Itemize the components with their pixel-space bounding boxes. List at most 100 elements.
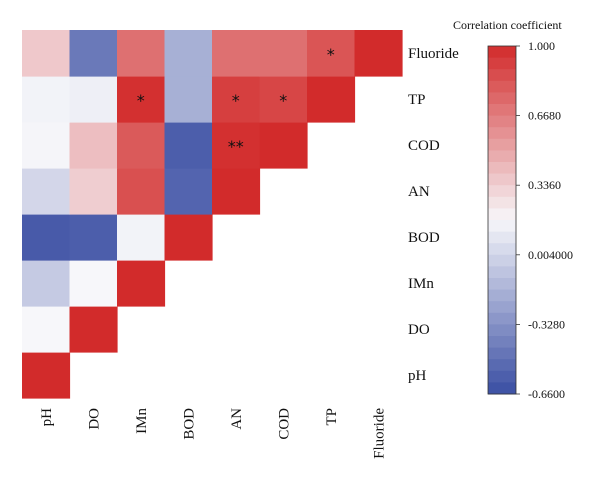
colorbar-segment — [488, 254, 516, 267]
colorbar-segment — [488, 162, 516, 175]
heatmap-cell-cod-an — [212, 122, 261, 169]
heatmap-cell-fluoride-imn — [117, 30, 166, 77]
colorbar-segment — [488, 57, 516, 70]
heatmap-cell-imn-ph — [22, 260, 71, 307]
colorbar-tick-label: 0.3360 — [528, 178, 561, 192]
colorbar-segment — [488, 127, 516, 140]
column-label-bod: BOD — [181, 408, 197, 440]
row-label-cod: COD — [408, 138, 440, 154]
colorbar-segment — [488, 185, 516, 198]
heatmap-cell-cod-do — [69, 122, 118, 169]
heatmap-cell-imn-imn — [117, 260, 166, 307]
colorbar-tick-label: 1.000 — [528, 39, 555, 53]
colorbar-tick-label: 0.004000 — [528, 248, 573, 262]
colorbar-segment — [488, 208, 516, 221]
heatmap-cell-do-do — [69, 306, 118, 353]
heatmap-cell-cod-cod — [259, 122, 308, 169]
colorbar-tick-label: -0.6600 — [528, 387, 565, 401]
colorbar-segment — [488, 301, 516, 314]
heatmap-cell-fluoride-do — [69, 30, 118, 77]
colorbar-segment — [488, 80, 516, 93]
colorbar-segment — [488, 150, 516, 163]
colorbar-segment — [488, 220, 516, 233]
significance-marker: ** — [228, 137, 244, 156]
heatmap-cell-an-bod — [164, 168, 213, 215]
row-label-imn: IMn — [408, 276, 434, 292]
row-label-tp: TP — [408, 92, 426, 108]
significance-marker: * — [137, 91, 145, 110]
colorbar-segment — [488, 231, 516, 244]
colorbar-segment — [488, 104, 516, 117]
column-label-cod: COD — [276, 408, 292, 440]
colorbar-frame — [487, 45, 517, 395]
significance-marker: * — [232, 91, 240, 110]
heatmap-cell-an-do — [69, 168, 118, 215]
row-label-fluoride: Fluoride — [408, 46, 459, 62]
heatmap-cell-fluoride-cod — [259, 30, 308, 77]
heatmap-cell-fluoride-tp — [307, 30, 356, 77]
row-label-an: AN — [408, 184, 430, 200]
heatmap-cell-tp-an — [212, 76, 261, 123]
colorbar-segment — [488, 138, 516, 151]
colorbar-segment — [488, 46, 516, 59]
significance-marker: * — [327, 45, 335, 64]
colorbar-segment — [488, 324, 516, 337]
heatmap-cell-tp-imn — [117, 76, 166, 123]
significance-marker: * — [279, 91, 287, 110]
heatmap-cell-bod-bod — [164, 214, 213, 261]
heatmap-cell-do-ph — [22, 306, 71, 353]
heatmap-cell-cod-imn — [117, 122, 166, 169]
column-label-imn: IMn — [134, 408, 150, 434]
heatmap-cell-fluoride-ph — [22, 30, 71, 77]
heatmap-cell-tp-ph — [22, 76, 71, 123]
colorbar-segment — [488, 173, 516, 186]
significance-markers: * ***** — [137, 45, 335, 156]
heatmap-cell-ph-ph — [22, 352, 71, 399]
heatmap-cell-tp-do — [69, 76, 118, 123]
colorbar-segment — [488, 69, 516, 82]
colorbar-segment — [488, 243, 516, 256]
heatmap-cell-fluoride-an — [212, 30, 261, 77]
heatmap-cell-an-an — [212, 168, 261, 215]
heatmap-cell-tp-bod — [164, 76, 213, 123]
column-label-tp: TP — [324, 408, 340, 426]
heatmap-cell-imn-do — [69, 260, 118, 307]
colorbar-segment — [488, 347, 516, 360]
heatmap-cell-tp-tp — [307, 76, 356, 123]
row-label-bod: BOD — [408, 230, 440, 246]
colorbar-segment — [488, 266, 516, 279]
heatmap-cells — [22, 30, 403, 399]
column-label-fluoride: Fluoride — [371, 408, 387, 459]
column-label-an: AN — [229, 408, 245, 430]
colorbar-segment — [488, 196, 516, 209]
heatmap-cell-fluoride-bod — [164, 30, 213, 77]
column-labels: pH DO IMn BOD AN COD TP Fluoride — [39, 408, 388, 459]
column-label-ph: pH — [39, 408, 55, 427]
colorbar-tick-label: 0.6680 — [528, 109, 561, 123]
colorbar-segment — [488, 92, 516, 105]
row-labels: pH DO IMn BOD AN COD TP Fluoride — [408, 46, 459, 384]
row-label-do: DO — [408, 322, 430, 338]
colorbar-segment — [488, 289, 516, 302]
colorbar-segment — [488, 359, 516, 372]
colorbar-segment — [488, 382, 516, 395]
heatmap-cell-tp-cod — [259, 76, 308, 123]
heatmap-cell-fluoride-fluoride — [354, 30, 403, 77]
colorbar-segment — [488, 370, 516, 383]
colorbar-tick-label: -0.3280 — [528, 317, 565, 331]
heatmap-cell-cod-bod — [164, 122, 213, 169]
heatmap-cell-bod-imn — [117, 214, 166, 261]
colorbar-segment — [488, 278, 516, 291]
column-label-do: DO — [86, 408, 102, 430]
colorbar-segment — [488, 312, 516, 325]
heatmap-cell-an-imn — [117, 168, 166, 215]
colorbar-title: Correlation coefficient — [453, 18, 562, 32]
heatmap-cell-an-ph — [22, 168, 71, 215]
heatmap-cell-cod-ph — [22, 122, 71, 169]
heatmap-cell-bod-ph — [22, 214, 71, 261]
row-label-ph: pH — [408, 368, 427, 384]
colorbar-segment — [488, 115, 516, 128]
heatmap-cell-bod-do — [69, 214, 118, 261]
colorbar-segment — [488, 336, 516, 349]
